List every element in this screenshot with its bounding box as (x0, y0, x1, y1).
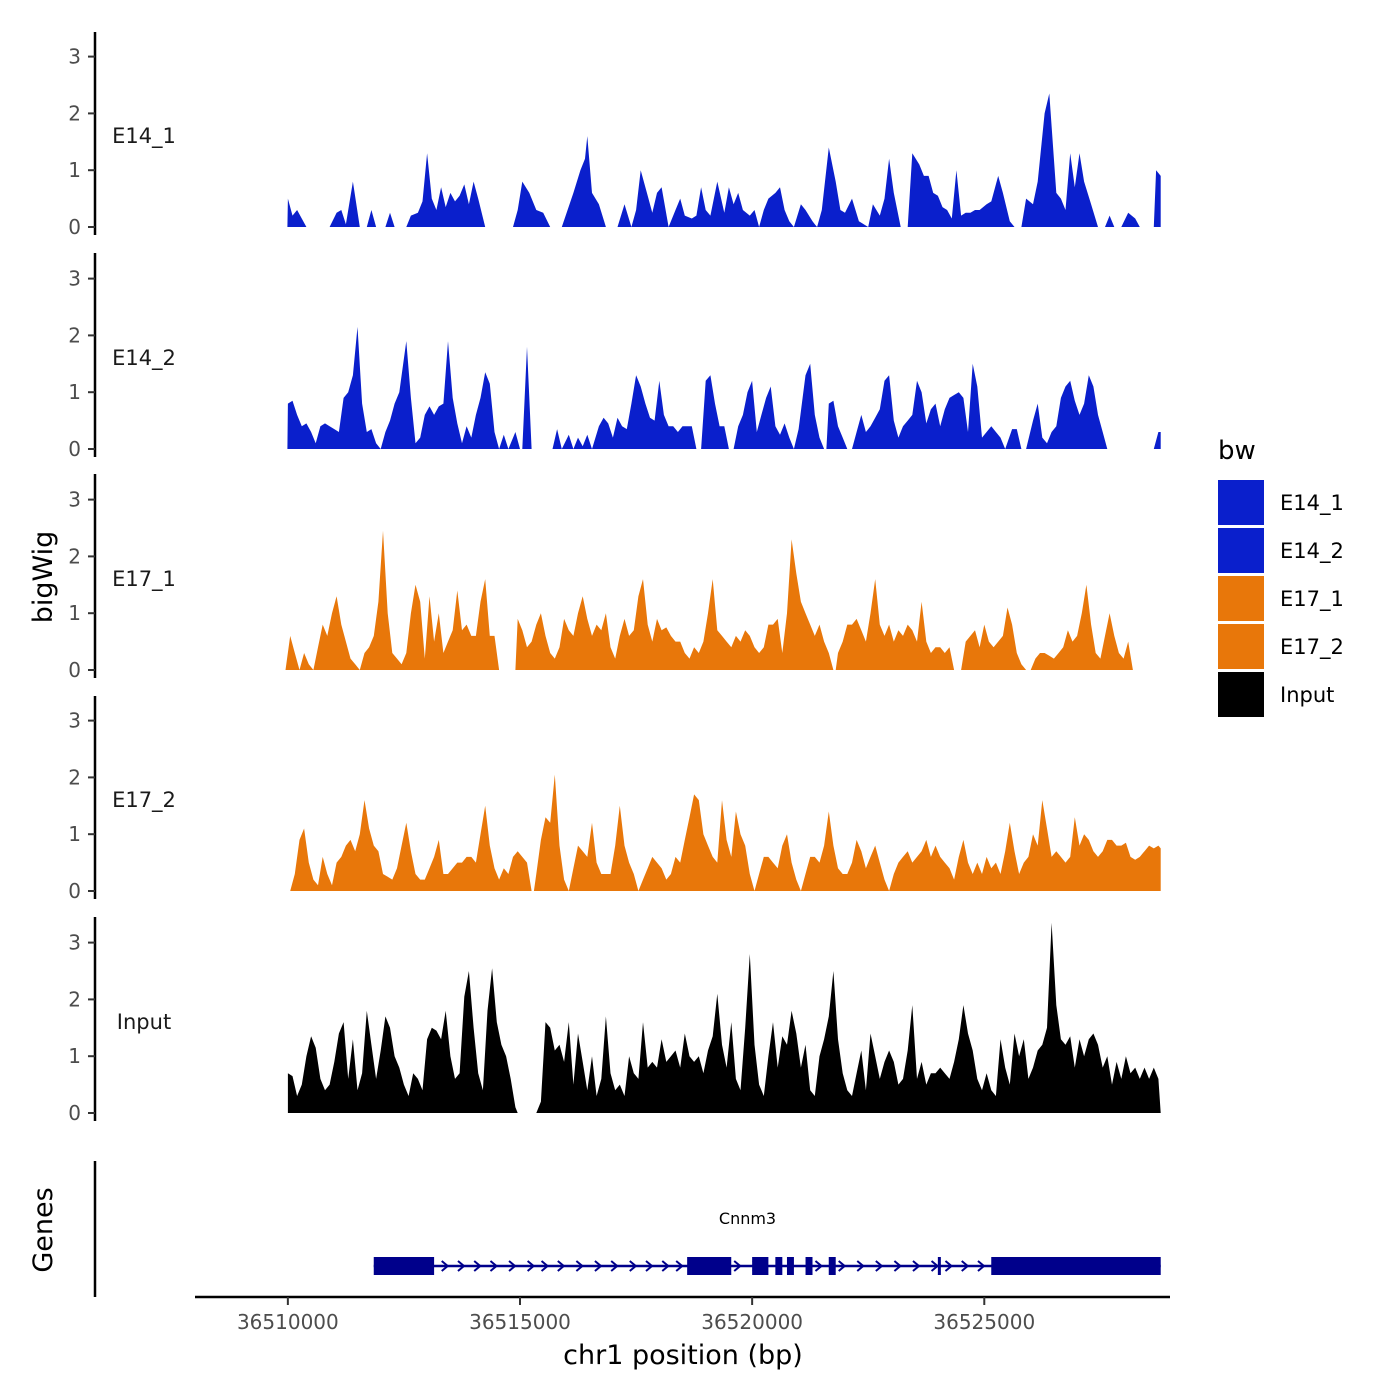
gene-strand-arrow (675, 1260, 684, 1272)
gene-exon (937, 1257, 941, 1275)
gene-strand-arrow (944, 1260, 954, 1272)
tracks-layer: 0 1 2 3 E14_1 0 1 2 3 E14_2 0 1 2 3 E17_1 0 1 2 3 E17_2 0 1 2 3… (68, 32, 1161, 1125)
y-tick-label: 0 (68, 437, 81, 461)
track-label: Input (117, 1010, 171, 1034)
gene-exon (828, 1257, 836, 1275)
x-tick-label: 36510000 (237, 1310, 339, 1334)
y-tick-label: 3 (68, 709, 81, 733)
track-area-E14_2 (287, 326, 1161, 449)
legend-swatch-E17_2 (1218, 624, 1264, 669)
gene-exon (752, 1257, 769, 1275)
gene-strand-arrow (912, 1260, 921, 1272)
gene-strand-arrow (661, 1260, 670, 1272)
legend-title: bw (1218, 436, 1256, 466)
legend-swatch-E14_1 (1218, 480, 1264, 525)
track-E14_1: 0 1 2 3 E14_1 (68, 32, 1161, 239)
legend-label-Input: Input (1280, 683, 1334, 707)
track-E17_1: 0 1 2 3 E17_1 (68, 474, 1133, 682)
legend-label-E17_2: E17_2 (1280, 635, 1344, 660)
x-axis-title: chr1 position (bp) (563, 1340, 803, 1371)
gene-strand-arrow (814, 1260, 824, 1272)
gene-exon (786, 1257, 794, 1275)
gene-strand-arrow (457, 1260, 466, 1272)
gene-strand-arrow (575, 1260, 584, 1272)
gene-name-label: Cnnm3 (719, 1209, 776, 1228)
y-tick-label: 2 (68, 544, 81, 568)
legend-label-E17_1: E17_1 (1280, 587, 1344, 612)
legend-label-E14_2: E14_2 (1280, 539, 1344, 564)
gene-strand-arrow (629, 1260, 638, 1272)
track-label: E17_2 (112, 788, 176, 813)
legend-label-E14_1: E14_1 (1280, 491, 1344, 516)
gene-strand-arrow (930, 1260, 940, 1272)
gene-exon (991, 1257, 1161, 1275)
y-tick-label: 3 (68, 45, 81, 69)
gene-strand-arrow (526, 1260, 536, 1272)
x-tick-label: 36525000 (933, 1310, 1035, 1334)
gene-strand-arrow (977, 1260, 986, 1272)
y-axis-title: bigWig (28, 531, 59, 624)
gene-strand-arrow (961, 1260, 970, 1272)
track-label: E17_1 (112, 567, 176, 592)
gene-strand-arrow (610, 1260, 619, 1272)
track-area-E17_2 (290, 774, 1161, 891)
legend-swatch-E14_2 (1218, 528, 1264, 573)
x-tick-label: 36520000 (701, 1310, 803, 1334)
x-tick-label: 36515000 (469, 1310, 571, 1334)
legend: E14_1 E14_2 E17_1 E17_2 Input (1218, 480, 1344, 717)
track-area-Input (287, 922, 1161, 1113)
y-tick-label: 1 (68, 601, 81, 625)
x-axis: 36510000 36515000 36520000 36525000 (195, 1295, 1170, 1334)
gene-strand-arrow (508, 1260, 517, 1272)
y-tick-label: 3 (68, 267, 81, 291)
track-Input: 0 1 2 3 Input (68, 917, 1161, 1125)
track-E17_2: 0 1 2 3 E17_2 (68, 696, 1161, 903)
gene-strand-arrow (557, 1260, 566, 1272)
gene-exon (805, 1257, 813, 1275)
gene-layer: Cnnm3 (93, 1161, 1161, 1297)
y-tick-label: 1 (68, 1044, 81, 1068)
track-label: E14_1 (112, 124, 176, 149)
y-tick-label: 0 (68, 1101, 81, 1125)
gene-strand-arrow (856, 1260, 865, 1272)
gene-strand-arrow (875, 1260, 884, 1272)
track-area-E17_1 (285, 530, 1133, 670)
legend-swatch-Input (1218, 672, 1264, 717)
y-tick-label: 1 (68, 822, 81, 846)
y-tick-label: 0 (68, 658, 81, 682)
y-tick-label: 2 (68, 101, 81, 125)
y-tick-label: 3 (68, 488, 81, 512)
gene-exon (775, 1257, 783, 1275)
y-tick-label: 2 (68, 323, 81, 347)
gene-strand-arrow (645, 1260, 654, 1272)
y-tick-label: 1 (68, 158, 81, 182)
track-E14_2: 0 1 2 3 E14_2 (68, 253, 1161, 461)
track-label: E14_2 (112, 346, 176, 371)
track-area-E14_1 (287, 93, 1161, 227)
y-tick-label: 2 (68, 987, 81, 1011)
gene-strand-arrow (489, 1260, 499, 1272)
y-tick-label: 0 (68, 879, 81, 903)
y-tick-label: 3 (68, 931, 81, 955)
gene-strand-arrow (540, 1260, 550, 1272)
gene-strand-arrow (441, 1260, 450, 1272)
gene-strand-arrow (473, 1260, 482, 1272)
y-tick-label: 0 (68, 215, 81, 239)
gene-strand-arrow (594, 1260, 603, 1272)
y-tick-label: 1 (68, 380, 81, 404)
legend-swatch-E17_1 (1218, 576, 1264, 621)
genes-axis-title: Genes (28, 1187, 59, 1272)
gene-strand-arrow (838, 1260, 847, 1272)
gene-exon (687, 1257, 732, 1275)
y-tick-label: 2 (68, 765, 81, 789)
gene-exon (373, 1257, 435, 1275)
gene-strand-arrow (733, 1260, 742, 1272)
gene-strand-arrow (893, 1260, 902, 1272)
